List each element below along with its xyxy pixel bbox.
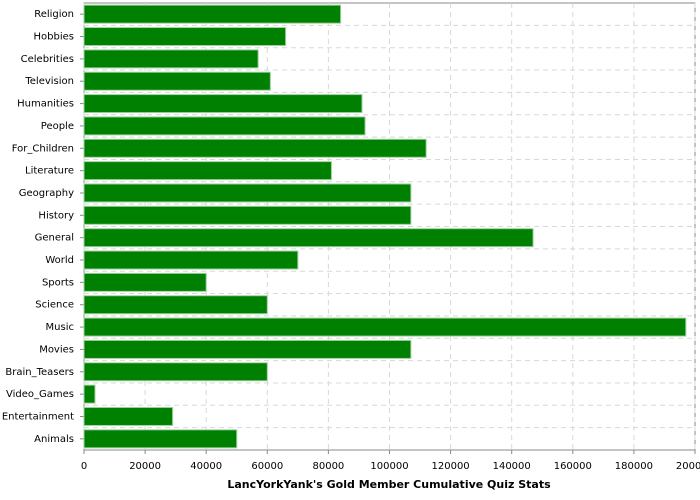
bar	[83, 116, 366, 136]
x-tick-label: 140000	[493, 461, 531, 472]
bar	[83, 4, 342, 24]
bar	[83, 183, 412, 203]
bar	[83, 161, 332, 181]
y-tick-label: Celebrities	[21, 54, 74, 65]
x-tick-label: 20000	[129, 461, 161, 472]
bar	[83, 250, 299, 270]
bar	[83, 228, 534, 248]
x-tick-label: 180000	[615, 461, 653, 472]
bar	[83, 205, 412, 225]
y-tick-label: For_Children	[12, 143, 74, 154]
x-tick-label: 60000	[251, 461, 283, 472]
bar	[83, 406, 174, 426]
x-tick-label: 160000	[554, 461, 592, 472]
x-tick-label: 200000	[676, 461, 700, 472]
y-tick-label: General	[35, 233, 74, 244]
bar	[83, 384, 96, 404]
y-tick-label: Science	[35, 300, 74, 311]
chart-title: LancYorkYank's Gold Member Cumulative Qu…	[227, 478, 551, 491]
bar	[83, 49, 259, 69]
y-tick-label: Music	[46, 322, 74, 333]
y-tick-label: Hobbies	[34, 32, 74, 43]
y-tick-label: Video_Games	[6, 389, 74, 400]
y-tick-label: History	[38, 210, 74, 221]
bar	[83, 429, 238, 449]
y-tick-label: Religion	[34, 9, 74, 20]
y-tick-label: World	[45, 255, 74, 266]
bar	[83, 317, 687, 337]
y-tick-label: Entertainment	[2, 411, 74, 422]
bar	[83, 272, 207, 292]
bar	[83, 71, 271, 91]
x-tick-label: 80000	[312, 461, 344, 472]
bar	[83, 138, 427, 158]
bar	[83, 362, 268, 382]
bar	[83, 27, 287, 47]
x-tick-label: 100000	[370, 461, 408, 472]
x-tick-label: 120000	[432, 461, 470, 472]
y-tick-label: Animals	[34, 434, 74, 445]
y-tick-label: Humanities	[17, 99, 74, 110]
y-tick-label: Movies	[39, 344, 74, 355]
y-tick-label: Geography	[19, 188, 74, 199]
y-tick-label: Television	[24, 76, 74, 87]
y-tick-label: Sports	[42, 277, 74, 288]
bar	[83, 295, 268, 315]
bar	[83, 339, 412, 359]
bar	[83, 94, 363, 114]
x-tick-label: 0	[81, 461, 87, 472]
y-tick-label: Brain_Teasers	[5, 367, 74, 378]
x-tick-label: 40000	[190, 461, 222, 472]
y-tick-label: People	[41, 121, 74, 132]
y-tick-label: Literature	[25, 166, 74, 177]
